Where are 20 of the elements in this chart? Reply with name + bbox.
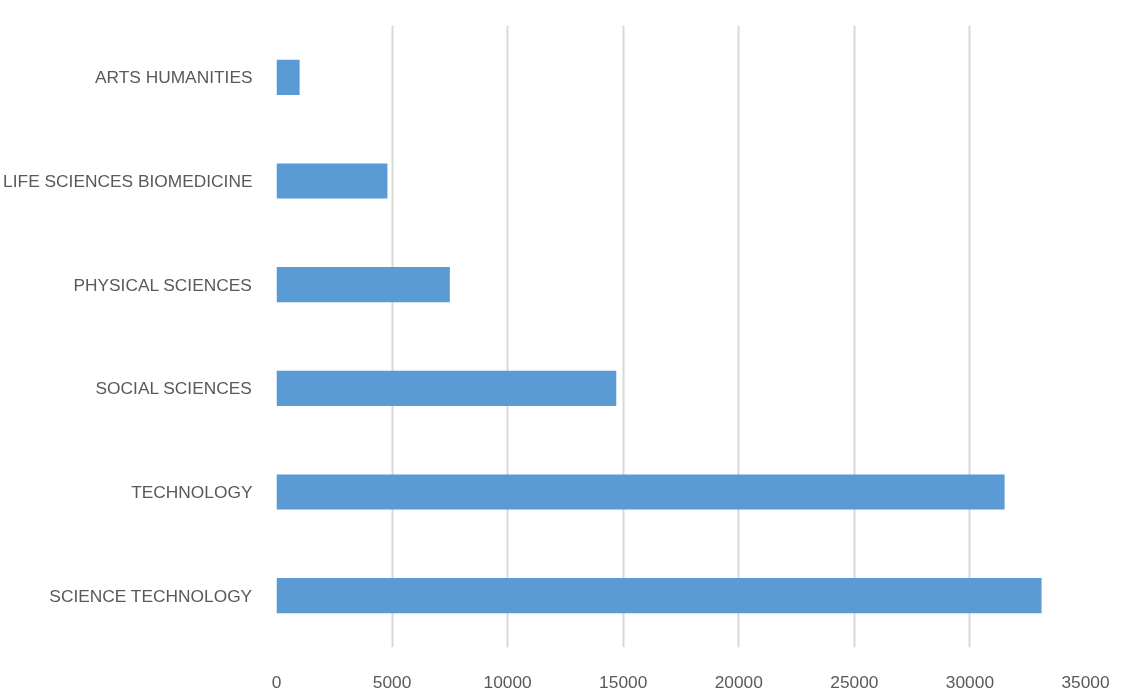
x-tick-label: 30000 bbox=[945, 671, 995, 692]
x-tick-label: 35000 bbox=[1061, 671, 1110, 692]
y-tick-label: SCIENCE TECHNOLOGY bbox=[49, 585, 253, 606]
y-tick-label: ARTS HUMANITIES bbox=[94, 67, 253, 88]
y-tick-label: SOCIAL SCIENCES bbox=[95, 378, 252, 399]
bar bbox=[276, 267, 450, 303]
y-tick-label: TECHNOLOGY bbox=[131, 482, 253, 502]
x-tick-label: 10000 bbox=[483, 671, 532, 692]
x-tick-label: 20000 bbox=[714, 671, 763, 692]
x-tick-label: 25000 bbox=[830, 671, 879, 692]
x-tick-label: 5000 bbox=[372, 671, 412, 692]
bar bbox=[276, 59, 300, 95]
bar bbox=[276, 474, 1005, 510]
bar bbox=[276, 163, 388, 199]
y-tick-label: LIFE SCIENCES BIOMEDICINE bbox=[3, 171, 253, 191]
y-tick-label: PHYSICAL SCIENCES bbox=[73, 274, 252, 295]
x-tick-label: 0 bbox=[271, 671, 282, 692]
x-tick-label: 15000 bbox=[599, 671, 648, 692]
bar bbox=[276, 370, 617, 406]
bar bbox=[276, 578, 1042, 614]
